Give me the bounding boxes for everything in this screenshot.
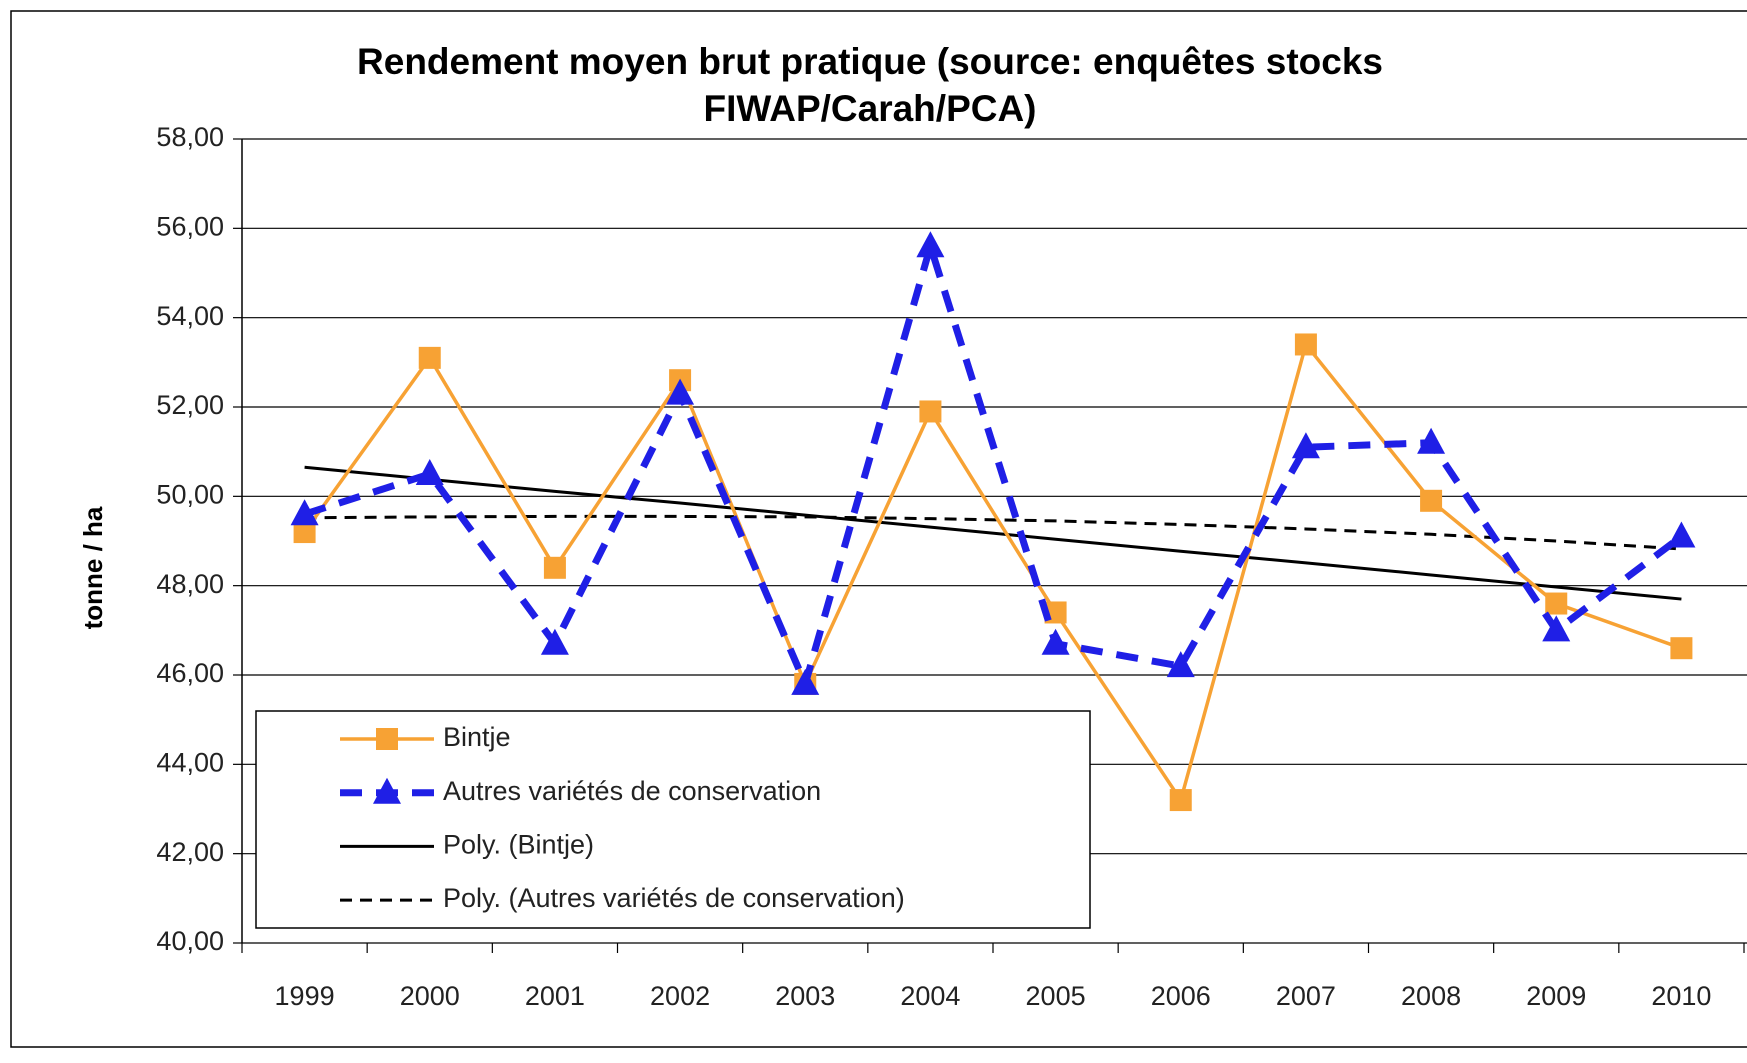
y-axis-label: tonne / ha (78, 506, 108, 629)
marker (1545, 592, 1568, 615)
series-line (303, 234, 1684, 695)
y-tick-label: 40,00 (156, 926, 224, 956)
marker (1417, 427, 1446, 454)
marker (415, 459, 444, 485)
x-tick-label: 2007 (1276, 981, 1336, 1011)
marker (290, 499, 319, 526)
marker (373, 777, 401, 804)
marker (666, 378, 695, 405)
marker (1041, 628, 1070, 655)
marker (1670, 637, 1693, 660)
y-tick-label: 52,00 (156, 390, 224, 420)
y-tick-label: 48,00 (156, 569, 224, 599)
marker (1291, 432, 1320, 459)
y-tick-label: 46,00 (156, 658, 224, 688)
x-tick-label: 2006 (1151, 981, 1211, 1011)
x-tick-label: 2005 (1026, 981, 1086, 1011)
marker (919, 400, 942, 423)
marker (376, 728, 398, 750)
x-tick-label: 2009 (1526, 981, 1586, 1011)
marker (1542, 615, 1571, 642)
x-tick-label: 2001 (525, 981, 585, 1011)
marker (1166, 651, 1195, 678)
x-tick-label: 2004 (900, 981, 960, 1011)
series-line (304, 514, 1682, 551)
marker (1420, 489, 1443, 512)
legend-label: Poly. (Bintje) (443, 830, 594, 860)
series-line (304, 465, 1682, 601)
x-tick-label: 2002 (650, 981, 710, 1011)
legend: Bintje Autres variétés de conservation Pol… (255, 710, 1091, 929)
y-tick-label: 42,00 (156, 837, 224, 867)
legend-label: Poly. (Autres variétés de conservation) (443, 883, 905, 913)
y-tick-label: 56,00 (156, 211, 224, 241)
x-tick-label: 2010 (1651, 981, 1711, 1011)
legend-label: Autres variétés de conservation (443, 776, 821, 806)
marker (293, 521, 316, 544)
chart-title: FIWAP/Carah/PCA) (703, 88, 1036, 129)
y-tick-label: 54,00 (156, 301, 224, 331)
y-tick-label: 44,00 (156, 747, 224, 777)
y-tick-label: 58,00 (156, 122, 224, 152)
marker (543, 556, 566, 579)
chart-title: Rendement moyen brut pratique (source: e… (357, 41, 1383, 82)
marker (916, 231, 945, 258)
y-tick-label: 50,00 (156, 479, 224, 509)
legend-label: Bintje (443, 722, 511, 752)
x-tick-label: 1999 (275, 981, 335, 1011)
marker (1294, 333, 1317, 356)
marker (1169, 789, 1192, 812)
marker (1667, 521, 1696, 548)
marker (791, 668, 820, 695)
marker (540, 628, 569, 655)
series-line (303, 340, 1683, 805)
x-tick-label: 2003 (775, 981, 835, 1011)
marker (418, 346, 441, 369)
x-tick-label: 2008 (1401, 981, 1461, 1011)
x-tick-label: 2000 (400, 981, 460, 1011)
